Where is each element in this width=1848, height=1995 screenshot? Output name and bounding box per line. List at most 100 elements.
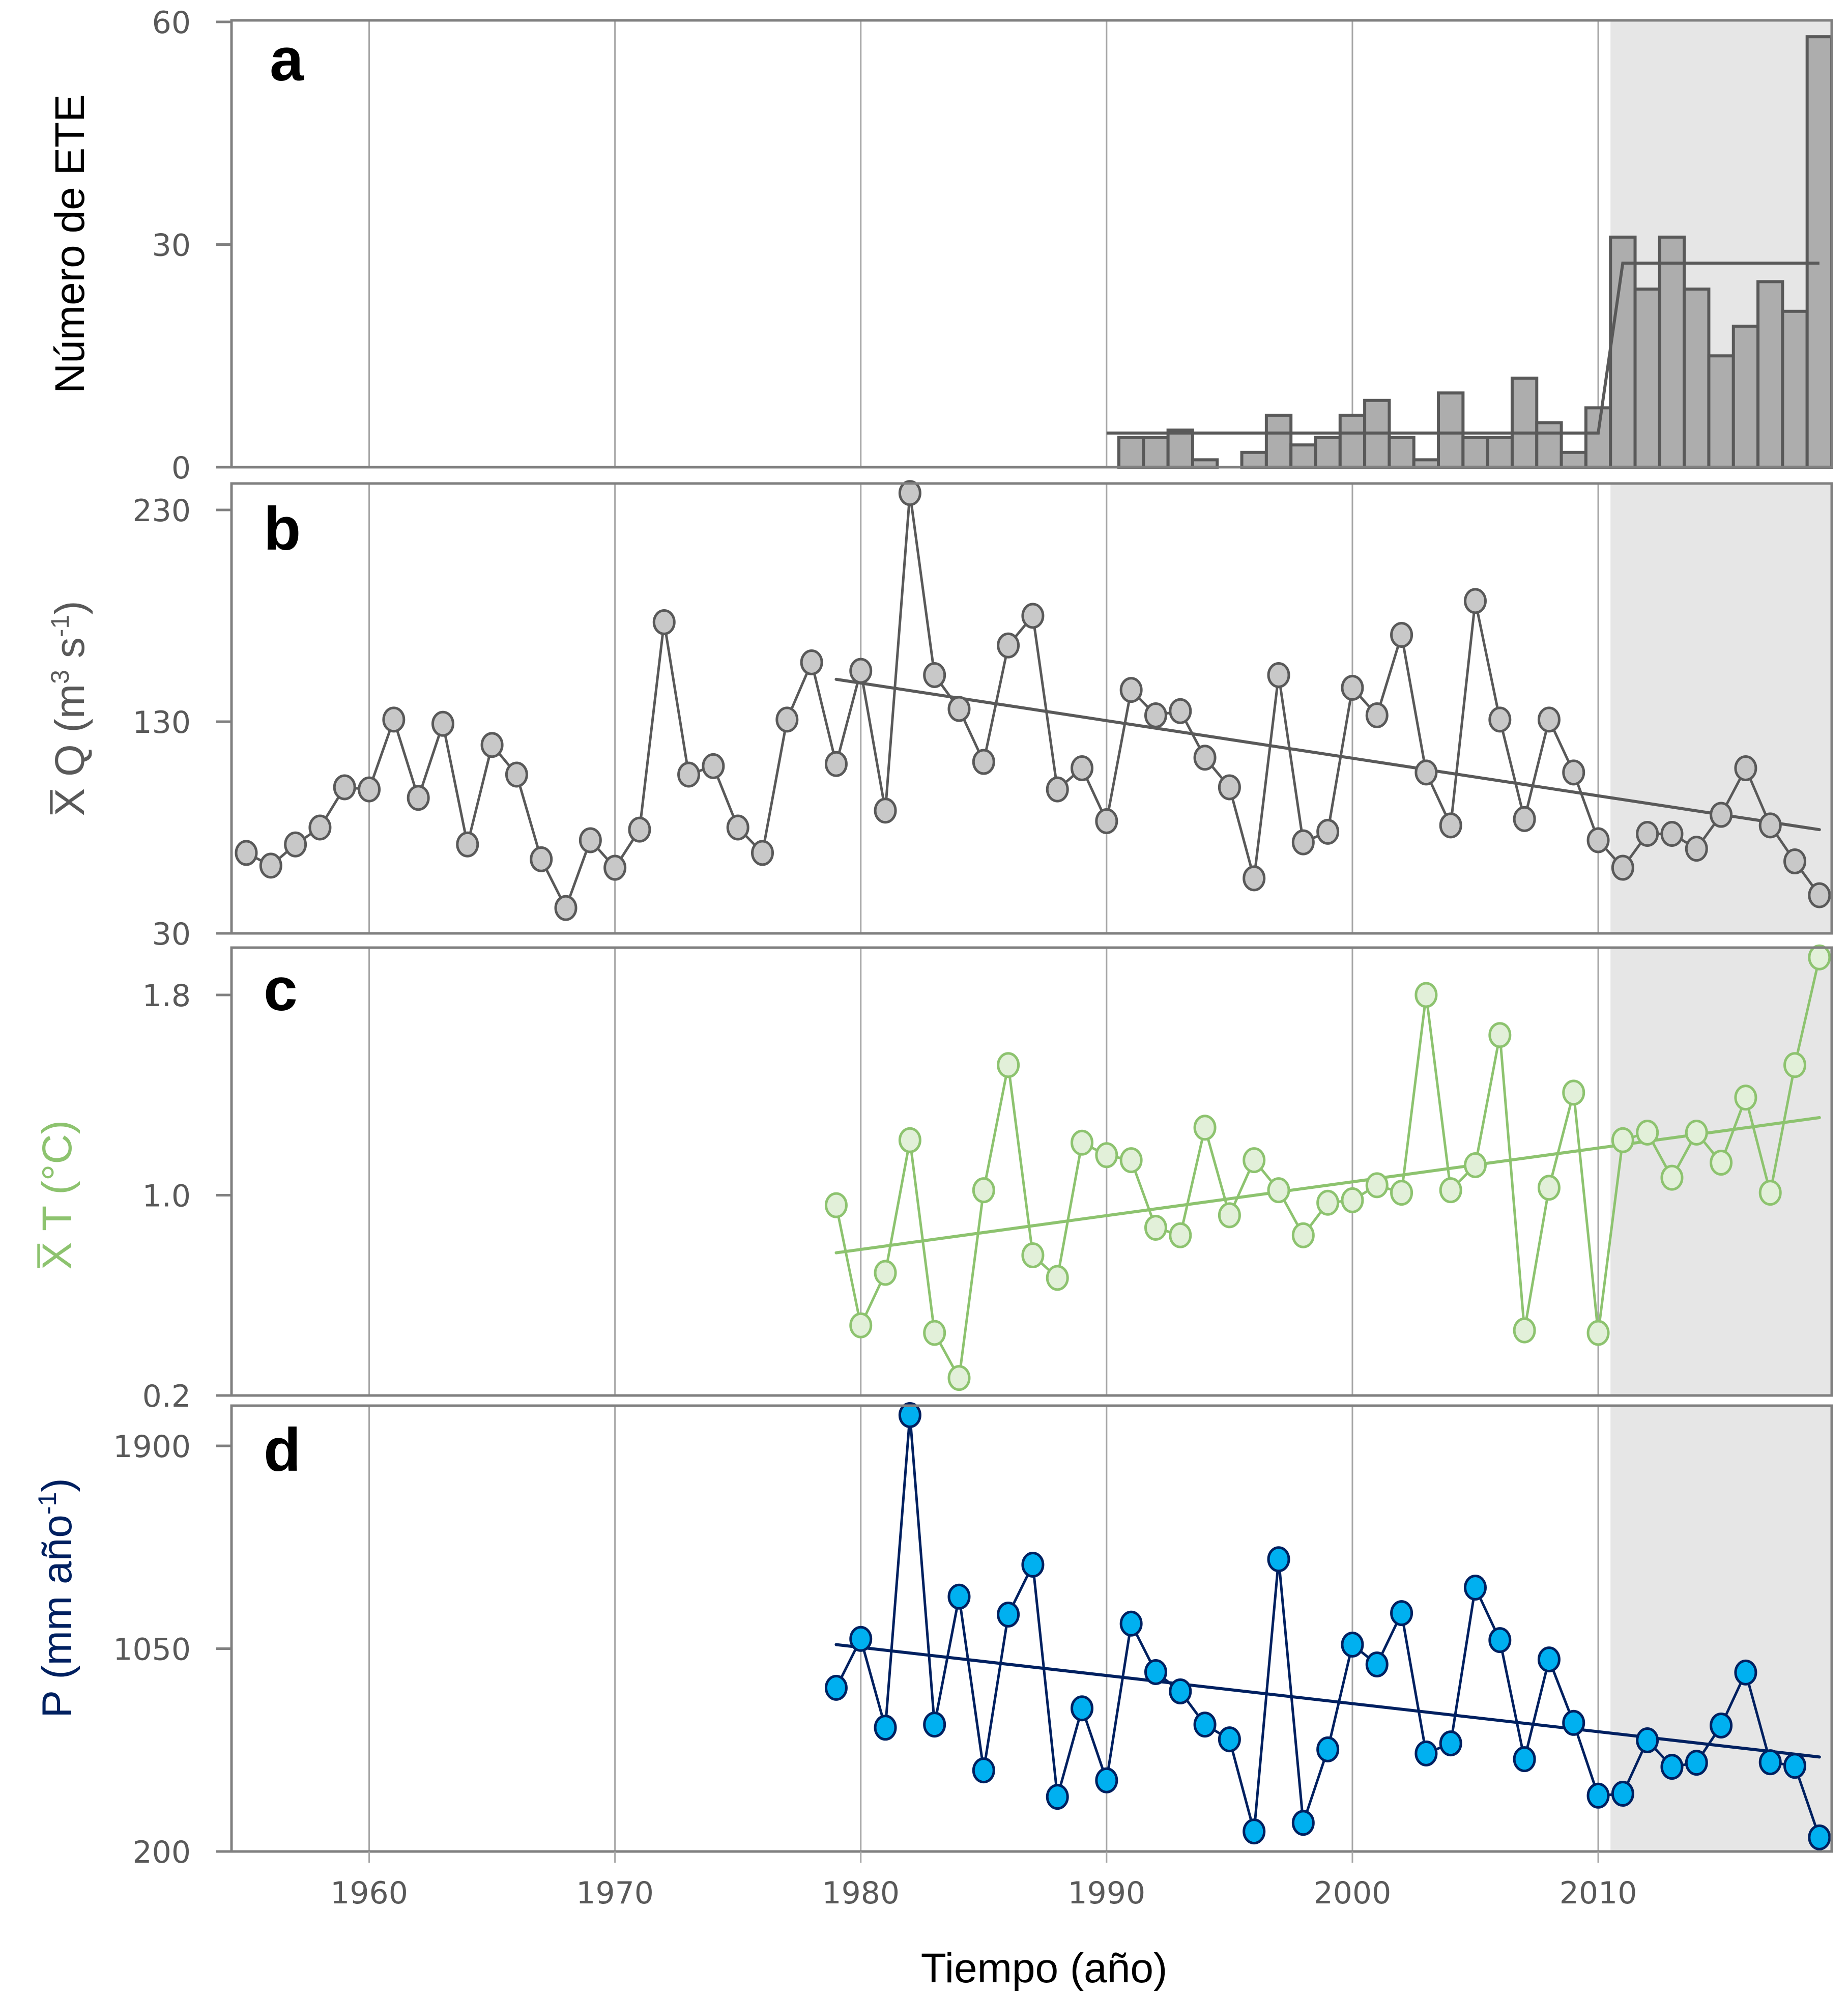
data-point-2017 <box>1758 1749 1782 1776</box>
x-tick-label: 1990 <box>1067 1875 1145 1911</box>
data-point-2011 <box>1611 854 1634 881</box>
y-axis-title-sup: 3 <box>46 670 74 684</box>
data-point-2005 <box>1464 1152 1487 1178</box>
data-point-1974 <box>702 753 725 779</box>
panel-frame <box>230 482 1833 935</box>
data-point-1982 <box>898 480 921 506</box>
data-point-2017 <box>1758 1180 1782 1206</box>
data-point-2002 <box>1390 1180 1413 1206</box>
y-ticks: 30 130 230 <box>132 493 232 952</box>
data-point-2009 <box>1562 759 1585 786</box>
x-gridlines <box>368 20 1599 467</box>
data-point-1966 <box>505 761 528 788</box>
data-point-2001 <box>1365 1172 1389 1199</box>
data-point-2010 <box>1586 1782 1610 1809</box>
data-point-1963 <box>431 710 454 737</box>
y-axis-title: Número de ETE <box>47 94 93 393</box>
data-point-1985 <box>972 749 995 775</box>
y-tick-label: 30 <box>152 917 191 952</box>
data-point-1987 <box>1021 1551 1045 1578</box>
y-tick-label: 230 <box>132 493 191 529</box>
data-point-1987 <box>1021 603 1045 629</box>
data-point-1970 <box>603 854 627 881</box>
y-axis-title-sup: -1 <box>46 615 74 637</box>
data-point-1996 <box>1243 865 1266 892</box>
data-point-1998 <box>1291 829 1315 856</box>
bar-2009 <box>1560 450 1587 469</box>
x-tick-label: 2010 <box>1560 1875 1637 1911</box>
y-ticks: 200 1050 1900 <box>113 1429 232 1870</box>
data-point-1978 <box>800 649 823 676</box>
data-point-2011 <box>1611 1781 1634 1807</box>
data-point-1958 <box>308 814 332 841</box>
data-point-2014 <box>1685 1750 1708 1776</box>
data-point-2016 <box>1734 755 1757 782</box>
panel-letter: b <box>264 495 301 563</box>
data-point-2003 <box>1414 1740 1438 1766</box>
data-point-2009 <box>1562 1709 1585 1736</box>
data-point-2016 <box>1734 1085 1757 1111</box>
data-point-2008 <box>1537 706 1561 733</box>
data-point-2000 <box>1341 674 1364 701</box>
data-point-2014 <box>1685 836 1708 862</box>
data-point-1994 <box>1193 1712 1217 1738</box>
data-point-2006 <box>1488 1627 1512 1654</box>
data-point-1982 <box>898 1402 921 1429</box>
data-point-2019 <box>1808 882 1831 908</box>
data-point-2013 <box>1660 820 1684 847</box>
data-point-2018 <box>1783 1753 1807 1779</box>
y-tick-label: 1050 <box>113 1632 191 1668</box>
bar-1993 <box>1166 429 1194 469</box>
data-point-1990 <box>1095 1142 1118 1168</box>
data-point-2018 <box>1783 1052 1807 1078</box>
x-gridlines <box>368 483 1599 933</box>
y-tick-label: 30 <box>152 228 191 264</box>
data-point-1990 <box>1095 808 1118 835</box>
data-point-1995 <box>1218 774 1241 801</box>
y-tick-label: 0.2 <box>142 1379 191 1414</box>
bar-2007 <box>1510 377 1539 469</box>
bar-1991 <box>1117 436 1145 469</box>
data-point-2006 <box>1488 1022 1512 1048</box>
bar-2013 <box>1658 235 1686 469</box>
data-point-1984 <box>947 1583 971 1610</box>
x-axis: 1960 1970 1980 1990 2000 2010 <box>330 1851 1637 1911</box>
y-axis-title-sup: -1 <box>33 1492 62 1515</box>
data-point-1998 <box>1291 1810 1315 1836</box>
data-point-1998 <box>1291 1222 1315 1248</box>
data-point-1997 <box>1267 1177 1290 1204</box>
x-tick-label: 2000 <box>1314 1875 1392 1911</box>
bar-1998 <box>1289 443 1317 469</box>
data-point-1979 <box>824 1192 848 1218</box>
data-point-1976 <box>751 840 774 866</box>
plot-border <box>230 482 1833 935</box>
data-point-1989 <box>1071 1695 1094 1722</box>
data-point-1981 <box>874 1715 897 1741</box>
data-point-1992 <box>1144 1659 1167 1685</box>
y-tick-label: 130 <box>132 705 191 740</box>
data-point-1979 <box>824 1674 848 1701</box>
data-point-1997 <box>1267 662 1290 688</box>
data-point-1991 <box>1119 677 1143 703</box>
data-point-2005 <box>1464 588 1487 614</box>
series-line <box>245 493 1821 911</box>
mean-step-line <box>1106 261 1820 435</box>
data-point-2004 <box>1439 1730 1462 1757</box>
data-point-2008 <box>1537 1646 1561 1673</box>
x-tick-label: 1980 <box>822 1875 900 1911</box>
data-point-1983 <box>923 1712 946 1738</box>
bar-1996 <box>1240 450 1268 469</box>
panel-frame <box>230 1404 1833 1853</box>
data-point-2007 <box>1513 1317 1536 1344</box>
bar-2006 <box>1486 436 1514 469</box>
data-point-1985 <box>972 1757 995 1784</box>
data-point-1987 <box>1021 1242 1045 1269</box>
x-gridlines <box>368 1406 1599 1851</box>
data-point-1984 <box>947 1365 971 1391</box>
data-point-1992 <box>1144 702 1167 729</box>
data-point-1993 <box>1169 1222 1192 1248</box>
data-point-2015 <box>1710 1150 1733 1176</box>
bar-2015 <box>1707 354 1735 469</box>
bar-1999 <box>1314 436 1342 469</box>
